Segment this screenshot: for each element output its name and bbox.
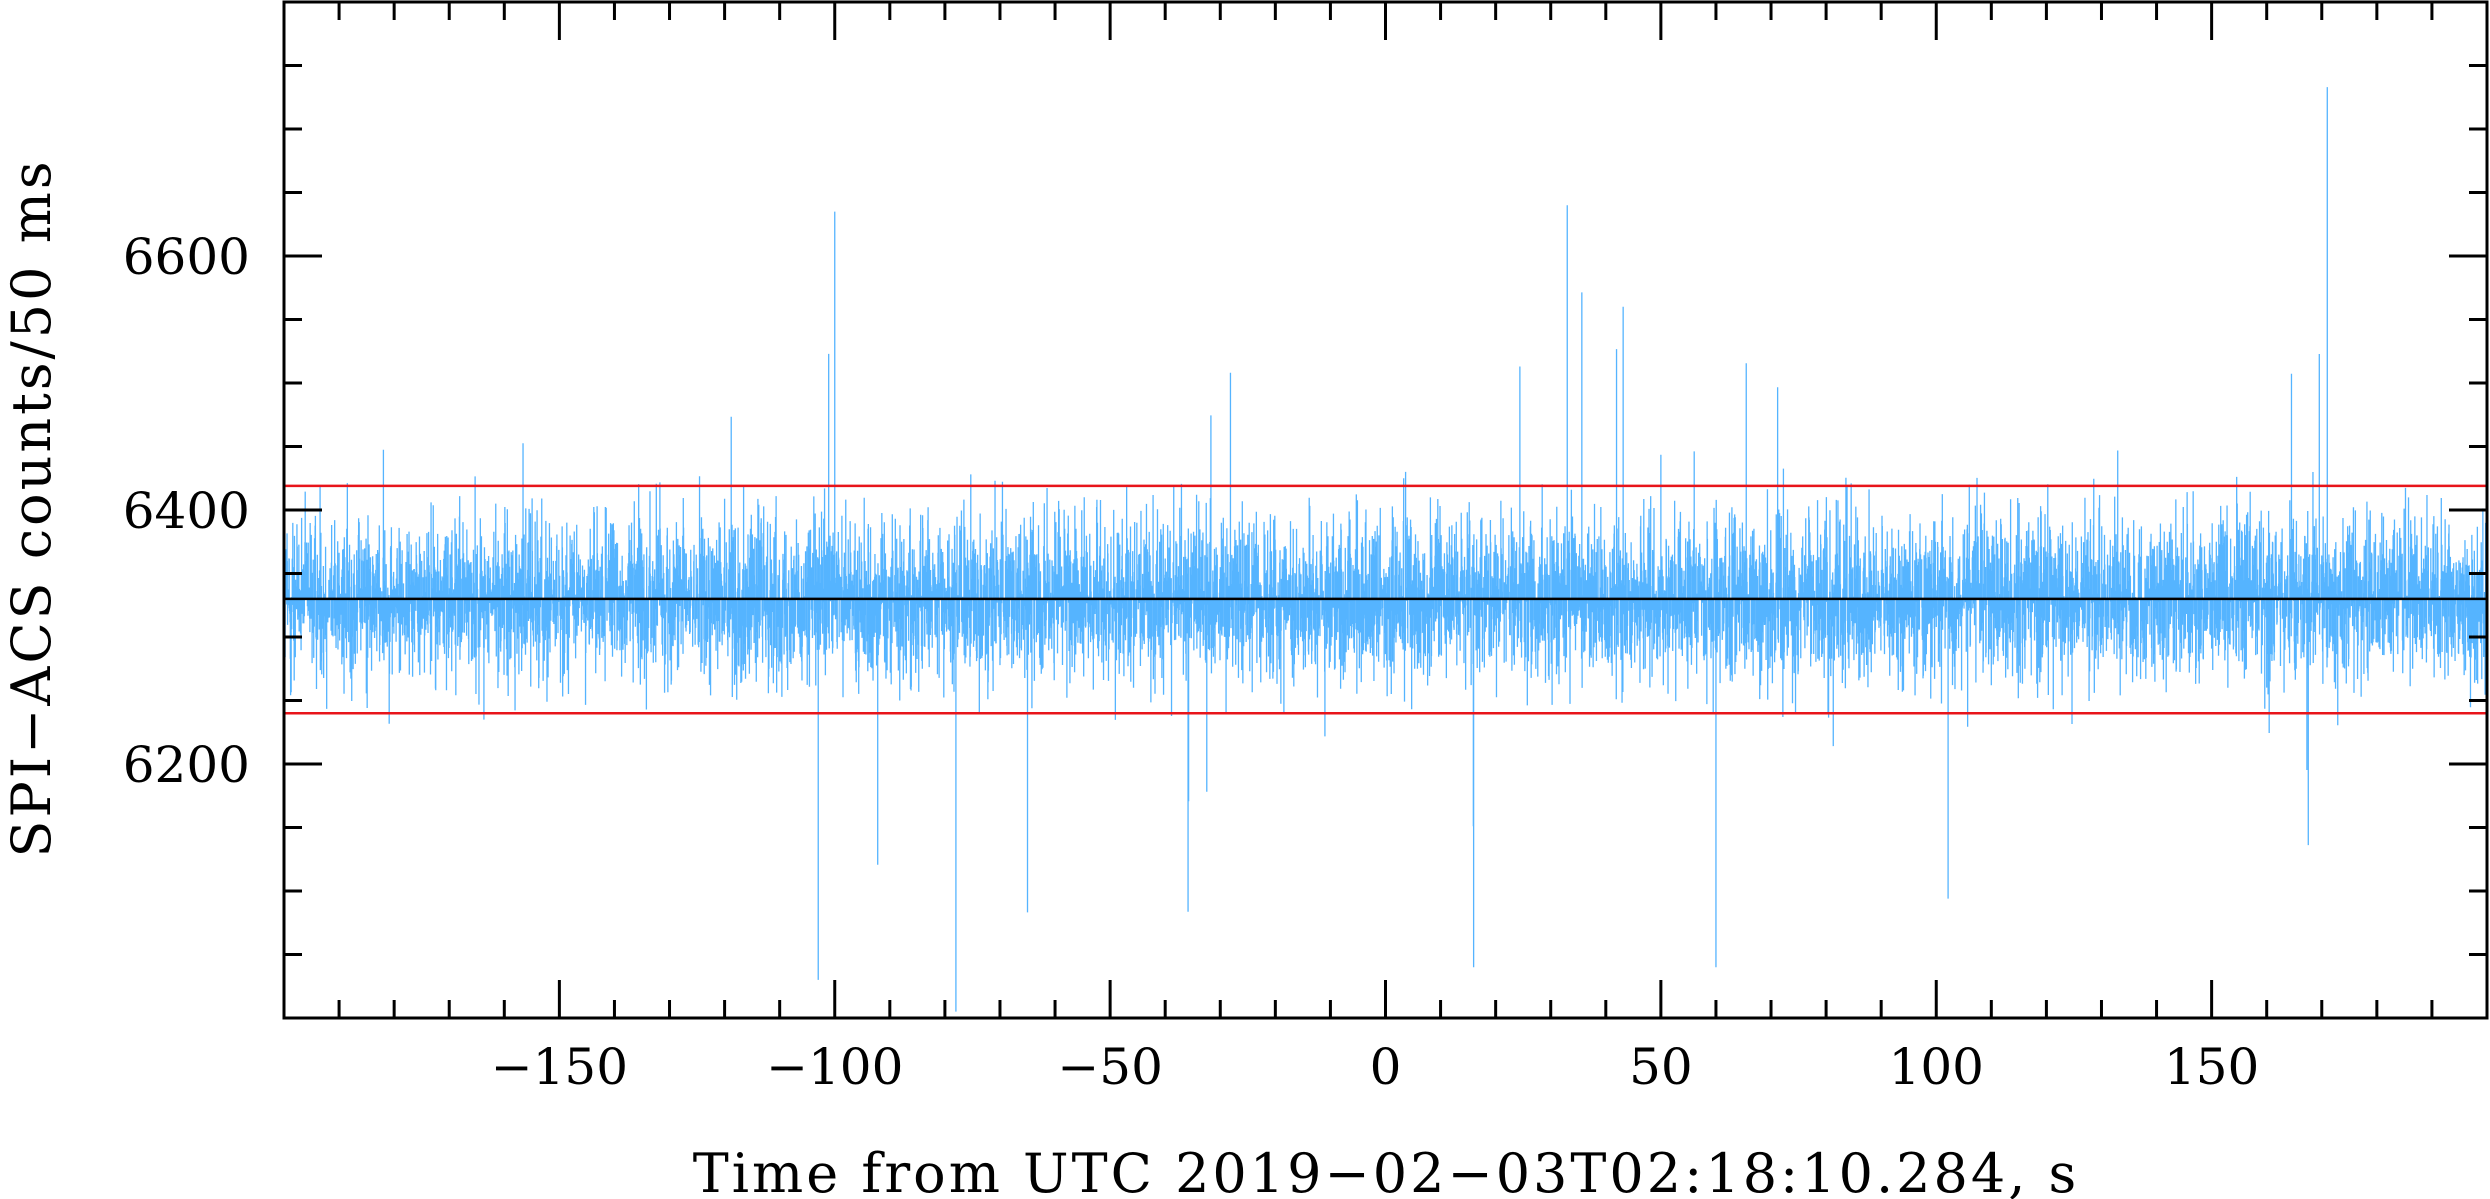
axis-ticks [284, 2, 2487, 1018]
y-tick-label: 6200 [123, 736, 250, 794]
x-tick-label: −50 [1057, 1038, 1163, 1096]
light-curve-path [283, 87, 2488, 1012]
x-tick-labels: −150 −100 −50 0 50 100 150 [491, 1038, 2260, 1096]
x-tick-label: −100 [766, 1038, 903, 1096]
x-tick-label: 0 [1370, 1038, 1402, 1096]
x-tick-label: −150 [491, 1038, 628, 1096]
plot-frame [282, 0, 2489, 1020]
y-tick-label: 6600 [123, 228, 250, 286]
light-curve-series [283, 87, 2488, 1012]
x-tick-label: 150 [2164, 1038, 2259, 1096]
y-tick-label: 6400 [123, 482, 250, 540]
x-axis-title: Time from UTC 2019−02−03T02:18:10.284, s [693, 1142, 2079, 1199]
y-axis-title: SPI−ACS counts/50 ms [0, 158, 63, 857]
reference-lines [284, 484, 2487, 715]
y-tick-labels: 6200 6400 6600 [123, 228, 250, 794]
x-tick-label: 50 [1629, 1038, 1693, 1096]
x-tick-label: 100 [1889, 1038, 1984, 1096]
